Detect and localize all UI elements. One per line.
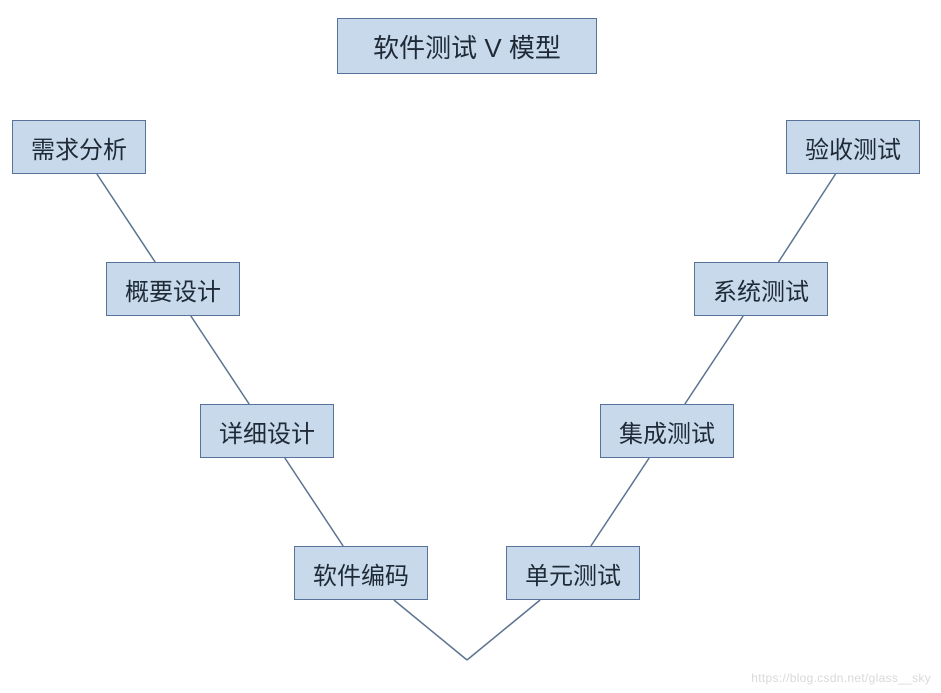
node-label-lld: 详细设计 xyxy=(219,414,315,449)
node-label-code: 软件编码 xyxy=(313,556,409,591)
node-lld: 详细设计 xyxy=(200,404,334,458)
edge-lld-code xyxy=(285,458,343,546)
node-label-title: 软件测试 V 模型 xyxy=(373,28,561,65)
edge-code-vertex xyxy=(394,600,467,660)
edge-hld-lld xyxy=(191,316,249,404)
node-label-unit: 单元测试 xyxy=(525,556,621,591)
edge-unit-integ xyxy=(591,458,649,546)
node-req: 需求分析 xyxy=(12,120,146,174)
node-integ: 集成测试 xyxy=(600,404,734,458)
edge-sys-accept xyxy=(778,174,835,262)
edge-vertex-unit xyxy=(467,600,540,660)
node-label-hld: 概要设计 xyxy=(125,272,221,307)
watermark-text: https://blog.csdn.net/glass__sky xyxy=(751,671,931,685)
node-title: 软件测试 V 模型 xyxy=(337,18,597,74)
edge-integ-sys xyxy=(685,316,743,404)
node-sys: 系统测试 xyxy=(694,262,828,316)
edge-req-hld xyxy=(97,174,155,262)
node-hld: 概要设计 xyxy=(106,262,240,316)
edges-layer xyxy=(0,0,941,693)
node-label-req: 需求分析 xyxy=(31,130,127,165)
node-label-integ: 集成测试 xyxy=(619,414,715,449)
node-code: 软件编码 xyxy=(294,546,428,600)
node-label-accept: 验收测试 xyxy=(805,130,901,165)
node-label-sys: 系统测试 xyxy=(713,272,809,307)
node-accept: 验收测试 xyxy=(786,120,920,174)
node-unit: 单元测试 xyxy=(506,546,640,600)
